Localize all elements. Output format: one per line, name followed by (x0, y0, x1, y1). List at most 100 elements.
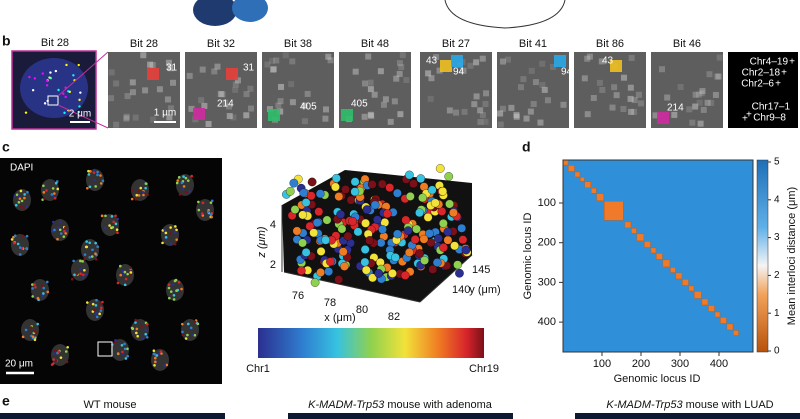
speckle (301, 118, 308, 125)
spot (175, 289, 178, 293)
speckle (147, 61, 154, 68)
zoom-line (57, 51, 109, 97)
spot (92, 171, 96, 174)
speckle (396, 60, 403, 67)
sphere (306, 191, 316, 201)
sphere (316, 247, 326, 256)
spot (186, 322, 190, 326)
spot (112, 220, 115, 224)
spot (184, 190, 188, 194)
plus: + (789, 57, 795, 68)
speckle (304, 90, 311, 97)
sphere (316, 268, 325, 277)
sphere (423, 213, 433, 222)
z-tick-label: 2 (270, 259, 276, 271)
spot (77, 110, 81, 114)
speckle (499, 105, 506, 112)
speckle (596, 79, 603, 86)
spot (78, 105, 81, 108)
spot (42, 286, 46, 290)
spot (108, 224, 111, 227)
sphere (360, 257, 370, 267)
block (662, 259, 671, 268)
speckle (520, 76, 527, 83)
sphere (290, 205, 300, 214)
speckle (269, 57, 276, 64)
spot (173, 242, 177, 246)
spot (51, 187, 55, 190)
spot (104, 214, 107, 218)
speckle (288, 81, 295, 88)
sphere (382, 209, 392, 219)
block (701, 298, 709, 306)
spot (124, 357, 128, 360)
spot (135, 193, 139, 197)
sphere (400, 271, 410, 280)
speckle (198, 97, 205, 104)
speckle (677, 84, 684, 91)
spot (53, 192, 56, 195)
spot (174, 225, 177, 228)
speckle (150, 116, 157, 123)
spot (116, 231, 119, 235)
spot (31, 89, 35, 92)
spot (21, 234, 24, 237)
speckle (232, 86, 239, 93)
spot (41, 72, 44, 75)
block (708, 305, 715, 312)
speckle (549, 63, 556, 70)
spot-label: 94 (561, 67, 573, 78)
speckle (156, 86, 163, 93)
sphere (405, 170, 414, 180)
tile-title: Bit 41 (519, 38, 547, 50)
speckle (325, 53, 332, 60)
spot (42, 191, 46, 194)
speckle (108, 95, 115, 102)
cell (11, 234, 29, 256)
panel-title: K-MADM-Trp53 mouse with LUAD (606, 399, 773, 411)
spot (164, 235, 168, 239)
speckle (387, 118, 394, 125)
speckle (270, 66, 277, 73)
spot (18, 246, 22, 249)
x-tick-label: 80 (356, 304, 368, 316)
spot (98, 302, 102, 305)
spot (20, 247, 24, 250)
sphere (401, 215, 411, 225)
title-italic: K-MADM-Trp53 (308, 399, 385, 411)
spot (554, 55, 566, 67)
speckle (367, 86, 374, 93)
spot (50, 229, 54, 233)
spot (99, 182, 103, 185)
title-text: mouse with LUAD (686, 399, 774, 411)
sphere (361, 265, 371, 275)
sphere (427, 185, 437, 195)
sphere (425, 229, 434, 238)
spot (33, 338, 37, 342)
x-tick-label: 300 (671, 358, 689, 370)
colorbar-tick-label: 2 (774, 270, 780, 281)
spot (91, 248, 94, 252)
colorbar-tick-label: 0 (774, 346, 780, 357)
speckle (513, 113, 520, 120)
block (650, 247, 657, 254)
spot (197, 200, 200, 204)
speckle (539, 60, 546, 67)
colorbar-tick-label: 4 (774, 194, 780, 205)
spot (86, 186, 89, 190)
speckle (301, 102, 308, 109)
spot (66, 345, 69, 349)
spot (115, 228, 119, 232)
spot (94, 304, 98, 307)
speckle (477, 107, 484, 114)
spot (83, 268, 86, 272)
speckle (627, 84, 634, 91)
spot (154, 360, 157, 364)
spot (75, 272, 79, 275)
axis (419, 254, 473, 303)
colorbar-tick-label: 1 (774, 308, 780, 319)
cell (131, 319, 149, 341)
speckle (671, 111, 678, 118)
spot (88, 241, 91, 245)
speckle (479, 55, 486, 62)
